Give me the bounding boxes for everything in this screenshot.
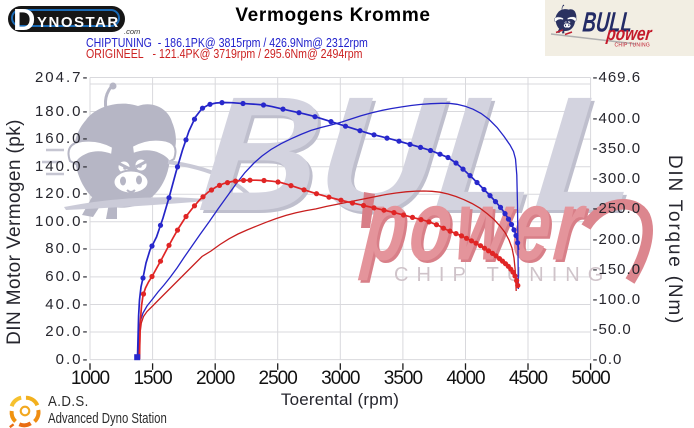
svg-text:power: power: [360, 172, 594, 284]
svg-text:BULL: BULL: [581, 7, 633, 39]
svg-text:power: power: [358, 170, 592, 282]
svg-text:BULL: BULL: [196, 65, 650, 247]
svg-text:BULL: BULL: [193, 62, 647, 244]
svg-text:CHIP TUNING: CHIP TUNING: [615, 43, 651, 49]
svg-text:CHIP TUNING: CHIP TUNING: [394, 264, 611, 286]
svg-text:power: power: [605, 22, 654, 44]
